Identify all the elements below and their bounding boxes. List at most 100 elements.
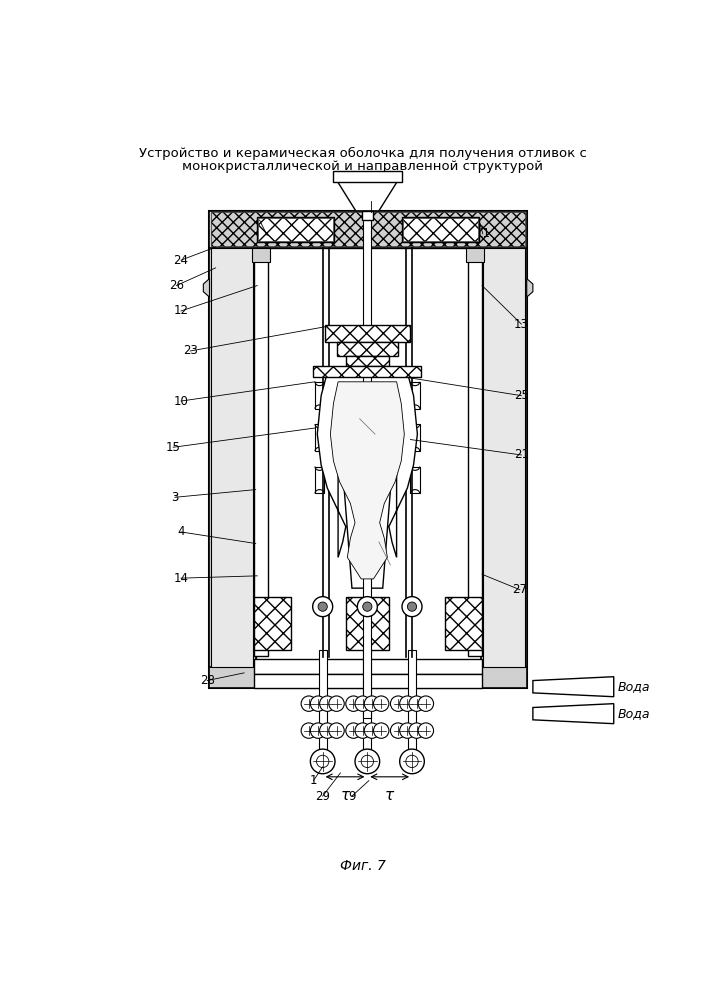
Bar <box>333 171 402 182</box>
Bar <box>337 342 398 356</box>
Bar <box>411 466 420 493</box>
Text: 15: 15 <box>166 441 181 454</box>
Text: τ: τ <box>385 788 395 803</box>
Circle shape <box>320 723 335 738</box>
Bar <box>315 382 325 409</box>
Bar <box>483 248 525 667</box>
Bar <box>252 248 270 262</box>
Circle shape <box>301 696 317 711</box>
Circle shape <box>310 749 335 774</box>
Text: Устройство и керамическая оболочка для получения отливок с: Устройство и керамическая оболочка для п… <box>139 147 587 160</box>
Bar <box>445 597 482 650</box>
Bar <box>254 597 291 650</box>
Bar <box>363 217 371 718</box>
Text: монокристаллической и направленной структурой: монокристаллической и направленной струк… <box>182 160 543 173</box>
Text: 9: 9 <box>348 790 356 803</box>
Circle shape <box>310 696 326 711</box>
Circle shape <box>355 696 370 711</box>
Bar <box>209 667 527 688</box>
Text: 21: 21 <box>363 194 379 207</box>
Circle shape <box>363 602 372 611</box>
Bar <box>319 650 327 765</box>
Text: 13: 13 <box>514 318 529 331</box>
Text: 11: 11 <box>475 227 491 240</box>
Circle shape <box>346 696 361 711</box>
Text: 24: 24 <box>173 254 189 267</box>
Circle shape <box>320 696 335 711</box>
Text: 1: 1 <box>310 774 317 787</box>
Bar <box>403 218 478 241</box>
Text: 21: 21 <box>514 448 529 461</box>
Circle shape <box>418 723 433 738</box>
Polygon shape <box>527 279 533 297</box>
Bar <box>257 217 334 242</box>
Polygon shape <box>317 373 417 588</box>
Bar <box>325 325 409 342</box>
Text: Фиг. 7: Фиг. 7 <box>340 859 385 873</box>
Text: 4: 4 <box>177 525 185 538</box>
Text: 22: 22 <box>259 229 275 242</box>
Circle shape <box>357 597 378 617</box>
Circle shape <box>399 696 415 711</box>
Bar <box>411 424 420 451</box>
Circle shape <box>399 749 424 774</box>
Text: 10: 10 <box>173 395 189 408</box>
Polygon shape <box>337 180 398 211</box>
Text: τ: τ <box>341 788 349 803</box>
Circle shape <box>373 723 389 738</box>
Text: 3: 3 <box>171 491 179 504</box>
Bar <box>211 248 253 667</box>
Circle shape <box>407 602 416 611</box>
Text: 26: 26 <box>169 279 184 292</box>
Circle shape <box>406 755 418 768</box>
Circle shape <box>390 723 406 738</box>
Bar <box>346 597 389 650</box>
Text: 28: 28 <box>200 674 215 687</box>
Circle shape <box>312 597 333 617</box>
Circle shape <box>355 723 370 738</box>
Bar <box>256 248 481 667</box>
Circle shape <box>310 723 326 738</box>
Bar <box>402 217 479 242</box>
Bar <box>209 211 256 688</box>
Bar <box>254 248 268 656</box>
Circle shape <box>409 696 424 711</box>
Polygon shape <box>204 279 209 297</box>
Bar <box>481 211 527 688</box>
Bar <box>211 212 525 246</box>
Circle shape <box>418 696 433 711</box>
Bar <box>254 659 482 674</box>
Bar <box>258 218 334 241</box>
Bar <box>209 211 527 688</box>
Circle shape <box>361 755 373 768</box>
Text: 14: 14 <box>173 572 189 585</box>
Bar <box>363 650 371 765</box>
Circle shape <box>346 723 361 738</box>
Circle shape <box>364 696 380 711</box>
Circle shape <box>409 723 424 738</box>
Circle shape <box>329 723 344 738</box>
Bar <box>468 248 482 656</box>
Text: Вода: Вода <box>618 707 650 720</box>
Bar <box>209 211 527 248</box>
Text: 27: 27 <box>513 583 527 596</box>
Circle shape <box>355 749 380 774</box>
Bar <box>411 382 420 409</box>
Circle shape <box>373 696 389 711</box>
Circle shape <box>329 696 344 711</box>
Text: 12: 12 <box>173 304 189 317</box>
Circle shape <box>364 723 380 738</box>
Polygon shape <box>330 382 404 579</box>
Circle shape <box>402 597 422 617</box>
Bar <box>346 356 389 366</box>
Bar <box>313 366 421 377</box>
Bar <box>362 211 373 220</box>
Circle shape <box>318 602 327 611</box>
Circle shape <box>399 723 415 738</box>
Bar <box>254 674 482 688</box>
Text: 25: 25 <box>514 389 529 402</box>
Bar <box>315 466 325 493</box>
Bar <box>346 356 389 366</box>
Text: 23: 23 <box>183 344 198 358</box>
Text: 29: 29 <box>315 790 330 803</box>
